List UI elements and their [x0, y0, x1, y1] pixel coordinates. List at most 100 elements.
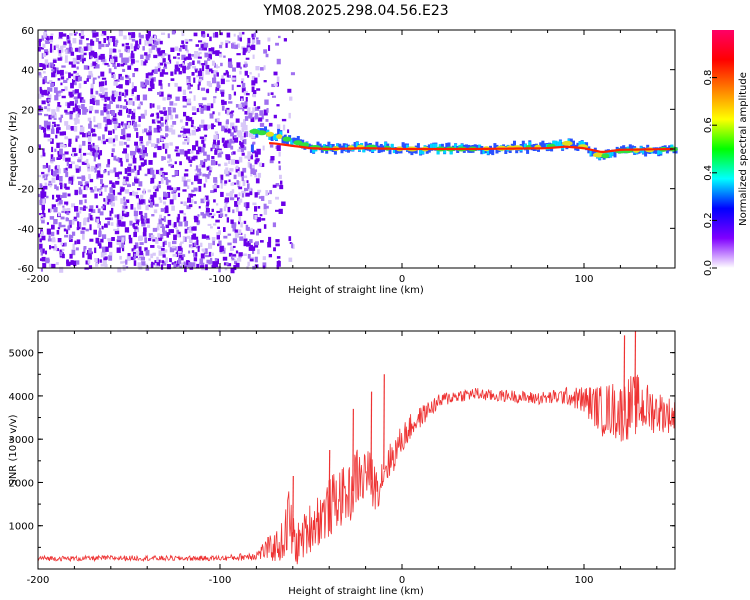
noise-cell	[51, 146, 54, 153]
noise-cell	[87, 217, 90, 223]
noise-cell	[184, 220, 189, 227]
noise-cell	[153, 127, 158, 133]
noise-cell	[216, 64, 219, 69]
noise-cell	[131, 120, 135, 126]
noise-cell	[185, 45, 188, 51]
noise-cell	[210, 159, 216, 166]
noise-cell	[145, 34, 150, 39]
noise-cell	[140, 113, 146, 119]
noise-cell	[224, 213, 228, 217]
noise-cell	[116, 85, 120, 88]
noise-cell	[164, 207, 169, 214]
noise-cell	[64, 234, 69, 238]
noise-cell	[281, 201, 286, 206]
noise-cell	[109, 251, 113, 256]
noise-cell	[79, 207, 83, 211]
noise-cell	[159, 72, 164, 77]
noise-cell	[232, 67, 236, 72]
noise-cell	[122, 105, 128, 110]
noise-cell	[58, 50, 62, 54]
noise-cell	[218, 266, 221, 273]
noise-cell	[57, 227, 61, 230]
noise-cell	[207, 165, 211, 170]
noise-cell	[188, 204, 193, 208]
noise-cell	[197, 84, 200, 91]
noise-cell	[291, 244, 295, 249]
noise-cell	[229, 168, 234, 172]
noise-cell	[226, 107, 230, 111]
noise-cell	[167, 192, 171, 198]
noise-cell	[183, 132, 187, 138]
signal-blob	[265, 131, 274, 137]
noise-cell	[98, 189, 101, 194]
noise-cell	[240, 136, 244, 140]
noise-cell	[226, 71, 229, 78]
signal-cell	[401, 142, 405, 150]
noise-cell	[58, 36, 63, 40]
y-tick-label: 3000	[9, 435, 34, 446]
noise-cell	[206, 201, 210, 207]
noise-cell	[124, 227, 130, 233]
noise-cell	[151, 214, 155, 217]
noise-cell	[148, 233, 153, 238]
noise-cell	[265, 119, 269, 122]
noise-cell	[250, 155, 254, 160]
noise-cell	[122, 246, 125, 252]
noise-cell	[199, 124, 204, 128]
noise-cell	[100, 33, 104, 37]
noise-cell	[38, 71, 41, 76]
noise-cell	[98, 81, 103, 88]
noise-cell	[131, 32, 136, 38]
noise-cell	[75, 247, 79, 251]
noise-cell	[224, 180, 228, 184]
noise-cell	[187, 149, 191, 154]
noise-cell	[104, 87, 108, 91]
signal-cell	[447, 142, 451, 151]
noise-cell	[242, 108, 245, 112]
noise-cell	[98, 166, 101, 170]
noise-cell	[231, 84, 234, 91]
noise-cell	[72, 38, 77, 44]
noise-cell	[64, 208, 67, 213]
noise-cell	[38, 233, 41, 238]
noise-cell	[90, 215, 93, 221]
noise-cell	[38, 93, 42, 99]
noise-cell	[251, 111, 254, 115]
signal-cell	[338, 143, 342, 149]
noise-cell	[177, 86, 182, 92]
noise-cell	[77, 159, 82, 163]
noise-cell	[251, 80, 256, 86]
noise-cell	[151, 69, 155, 73]
noise-cell	[172, 240, 177, 245]
noise-cell	[231, 189, 235, 194]
noise-cell	[58, 90, 63, 93]
noise-cell	[216, 144, 220, 151]
noise-cell	[109, 187, 113, 193]
noise-cell	[225, 40, 229, 44]
noise-cell	[98, 154, 101, 160]
noise-cell	[241, 31, 245, 35]
noise-cell	[201, 161, 206, 168]
noise-cell	[160, 111, 164, 115]
noise-cell	[169, 59, 172, 64]
signal-cell	[395, 147, 399, 154]
noise-cell	[130, 53, 135, 59]
noise-cell	[163, 196, 167, 200]
noise-cell	[111, 153, 114, 157]
noise-cell	[112, 129, 115, 134]
noise-cell	[212, 185, 217, 189]
noise-cell	[174, 64, 179, 70]
noise-cell	[68, 138, 72, 145]
noise-cell	[188, 195, 191, 198]
noise-cell	[160, 116, 164, 121]
noise-cell	[89, 52, 94, 55]
signal-cell	[342, 143, 346, 152]
noise-cell	[116, 214, 120, 220]
noise-cell	[224, 169, 229, 175]
noise-cell	[255, 158, 260, 162]
noise-cell	[130, 63, 134, 66]
noise-cell	[82, 58, 85, 64]
noise-cell	[50, 159, 53, 163]
noise-cell	[129, 220, 133, 226]
noise-cell	[89, 187, 93, 190]
